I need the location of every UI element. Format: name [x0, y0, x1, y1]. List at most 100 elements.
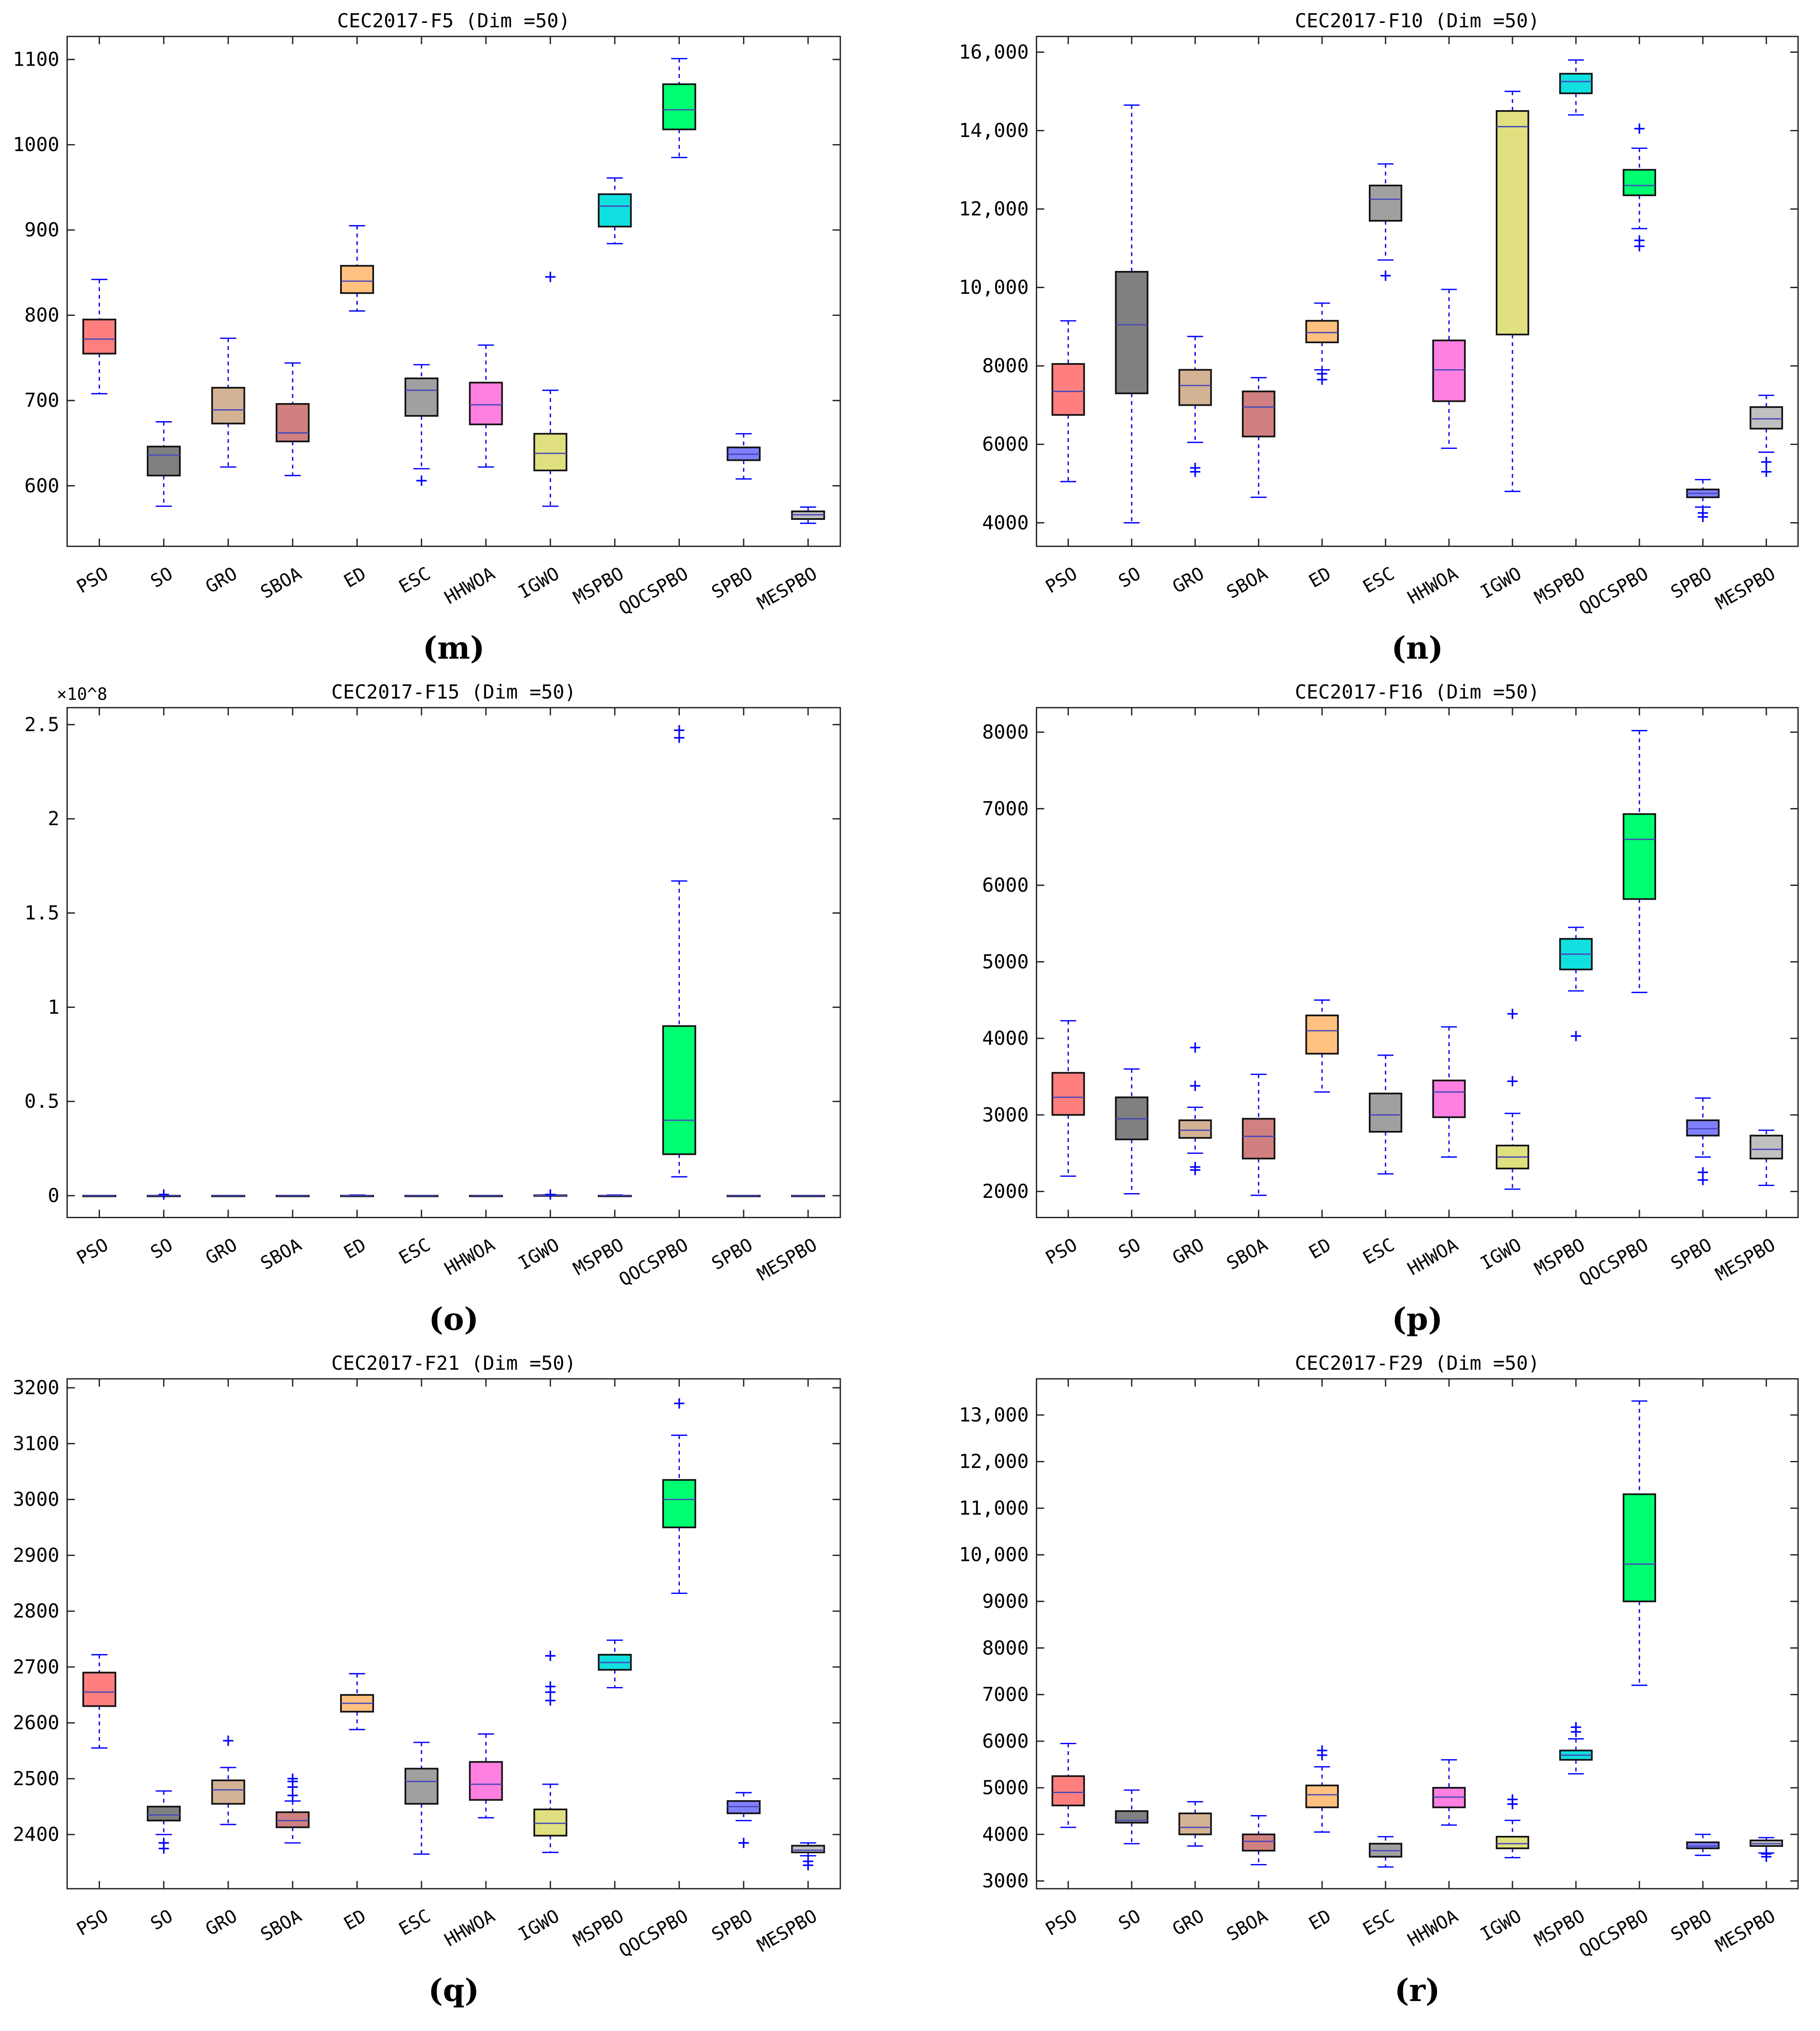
x-tick-label: PSO	[73, 563, 112, 597]
box-hhwoa	[1432, 289, 1466, 449]
box-qocspbo	[1623, 123, 1656, 252]
y-tick-label: 2900	[13, 1544, 59, 1567]
box-gro	[1178, 1042, 1212, 1175]
box-esc	[1368, 1054, 1402, 1175]
iqr-box	[1623, 1493, 1656, 1602]
plot-area	[66, 1378, 841, 1890]
box-so	[147, 1189, 181, 1200]
outlier-marker	[803, 1856, 813, 1867]
x-tick-label: PSO	[1042, 563, 1081, 597]
outlier-marker	[1761, 456, 1772, 467]
box-ed	[340, 225, 374, 312]
iqr-box	[404, 1768, 439, 1805]
box-qocspbo	[662, 725, 697, 1178]
chart-title: CEC2017-F21 (Dim =50)	[331, 1352, 576, 1375]
x-tick-label: SO	[1115, 1905, 1144, 1934]
iqr-box	[82, 319, 116, 355]
x-tick-label: GRO	[202, 1905, 241, 1940]
outlier-marker	[738, 1838, 749, 1848]
box-esc	[404, 364, 439, 486]
y-tick-label: 0.5	[24, 1090, 59, 1113]
iqr-box	[275, 403, 310, 442]
x-tick-label: ED	[1305, 1905, 1335, 1934]
plot-area	[1036, 707, 1799, 1218]
box-mspbo	[597, 1639, 632, 1689]
box-hhwoa	[469, 1733, 503, 1819]
x-tick-label: ED	[1305, 1234, 1335, 1263]
iqr-box	[1178, 369, 1212, 406]
y-tick-label: 7000	[982, 1683, 1029, 1706]
x-tick-label: QOCSPBO	[1575, 1905, 1652, 1961]
box-ed	[1305, 302, 1339, 385]
y-tick-label: 3000	[13, 1488, 59, 1511]
y-tick-label: 7000	[982, 797, 1029, 820]
box-esc	[404, 1742, 439, 1855]
box-sboa	[1242, 1815, 1275, 1865]
y-tick-label: 8000	[982, 1637, 1029, 1659]
iqr-box	[1686, 1119, 1720, 1137]
x-tick-label: MESPBO	[1712, 1905, 1779, 1956]
x-tick-label: SBOA	[257, 563, 305, 603]
iqr-box	[1368, 185, 1402, 222]
box-spbo	[1686, 479, 1720, 522]
x-tick-label: HHWOA	[441, 563, 498, 608]
iqr-box	[1623, 169, 1656, 196]
y-tick-label: 2.5	[24, 713, 59, 736]
chart-title: CEC2017-F29 (Dim =50)	[1295, 1352, 1540, 1375]
plot-area	[66, 707, 841, 1218]
y-tick-label: 2000	[982, 1180, 1029, 1203]
y-tick-label: 2400	[13, 1823, 59, 1846]
x-tick-label: QOCSPBO	[615, 563, 692, 619]
box-qocspbo	[662, 58, 697, 159]
y-tick-label: 1	[48, 996, 59, 1019]
iqr-box	[404, 377, 439, 417]
outlier-marker	[674, 1398, 685, 1409]
y-tick-label: 16,000	[959, 41, 1029, 63]
x-tick-label: MESPBO	[1712, 1234, 1779, 1285]
chart-panel: CEC2017-F15 (Dim =50) (o) ×10^8 0 0.5 1 1.5 2 2.…	[24, 681, 841, 1337]
iqr-box	[1242, 1833, 1275, 1852]
outlier-marker	[545, 1189, 556, 1200]
box-sboa	[1242, 1074, 1275, 1196]
panel-label: (n)	[1391, 630, 1443, 666]
outlier-marker	[1190, 1165, 1201, 1175]
y-tick-label: 8000	[982, 721, 1029, 743]
x-tick-label: GRO	[1169, 1234, 1208, 1269]
box-qocspbo	[1623, 1400, 1656, 1686]
y-tick-label: 6000	[982, 433, 1029, 456]
iqr-box	[1432, 1079, 1466, 1118]
box-pso	[82, 1654, 116, 1749]
iqr-box	[1623, 813, 1656, 900]
box-igwo	[1496, 90, 1529, 492]
x-tick-label: QOCSPBO	[1575, 563, 1652, 619]
iqr-box	[147, 445, 181, 477]
y-tick-label: 9000	[982, 1590, 1029, 1613]
outlier-marker	[1507, 1076, 1518, 1086]
outlier-marker	[158, 1189, 169, 1200]
x-tick-label: SPBO	[1667, 563, 1716, 603]
x-tick-label: SPBO	[708, 1234, 756, 1274]
outlier-marker	[223, 1735, 234, 1746]
iqr-box	[1115, 271, 1149, 394]
y-tick-label: 14,000	[959, 119, 1029, 142]
outlier-marker	[1380, 271, 1391, 281]
x-tick-label: ESC	[395, 1234, 434, 1269]
x-tick-label: SPBO	[708, 1905, 756, 1945]
iqr-box	[275, 1811, 310, 1828]
plot-area	[1036, 1378, 1799, 1890]
box-gro	[211, 337, 245, 468]
outlier-marker	[1698, 1175, 1708, 1186]
x-tick-label: ESC	[1359, 1234, 1398, 1269]
iqr-box	[211, 1779, 245, 1805]
x-tick-label: SO	[147, 1905, 176, 1934]
iqr-box	[1496, 1836, 1529, 1849]
x-tick-label: SO	[147, 563, 176, 592]
box-igwo	[533, 271, 567, 507]
x-tick-label: MESPBO	[1712, 563, 1779, 614]
y-tick-label: 900	[24, 219, 59, 241]
chart-panel: CEC2017-F21 (Dim =50) (q) 2400 2500 2600 2700…	[13, 1352, 841, 2009]
x-tick-label: IGWO	[515, 1905, 563, 1945]
iqr-box	[1178, 1119, 1212, 1139]
outlier-marker	[1698, 511, 1708, 522]
panel-label: (q)	[428, 1972, 479, 2009]
